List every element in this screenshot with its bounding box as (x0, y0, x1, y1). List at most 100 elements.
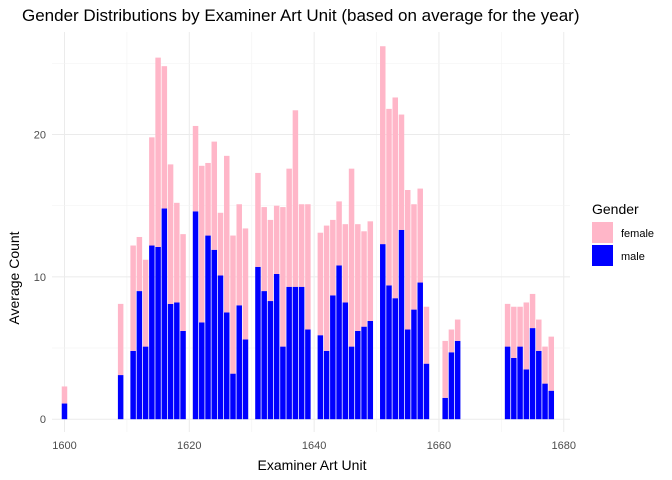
x-tick-label: 1620 (177, 440, 201, 452)
bar-male-1612 (136, 291, 143, 420)
bar-female-1644 (336, 201, 342, 266)
bar-male-1676 (536, 350, 542, 420)
bar-female-1609 (117, 303, 124, 376)
bar-female-1624 (211, 141, 218, 250)
bar-male-1661 (442, 397, 448, 420)
bar-male-1663 (454, 340, 461, 420)
bar-female-1678 (548, 336, 555, 391)
bar-female-1631 (255, 172, 261, 267)
bar-male-1648 (361, 326, 367, 420)
bar-male-1633 (267, 301, 274, 420)
bar-male-1656 (411, 309, 417, 420)
bar-female-1622 (199, 165, 205, 323)
legend-label-male: male (621, 251, 645, 263)
bar-female-1661 (442, 340, 448, 398)
bar-male-1635 (280, 346, 286, 420)
bar-female-1600 (61, 386, 68, 404)
bar-male-1673 (517, 346, 523, 420)
bar-female-1655 (404, 190, 411, 330)
legend-swatch-male (592, 245, 613, 266)
bar-female-1621 (192, 125, 199, 212)
y-tick-label: 20 (34, 129, 46, 141)
bar-male-1614 (149, 245, 155, 420)
bar-female-1623 (205, 162, 211, 236)
bar-female-1677 (542, 346, 548, 384)
x-tick-label: 1680 (552, 440, 576, 452)
bar-female-1656 (411, 204, 417, 310)
bar-female-1639 (305, 204, 311, 330)
bar-male-1646 (348, 346, 355, 420)
bar-male-1629 (242, 339, 249, 420)
bar-male-1645 (342, 302, 349, 420)
bar-male-1632 (261, 291, 267, 420)
bar-female-1615 (155, 57, 161, 247)
bar-male-1634 (273, 273, 280, 420)
bar-female-1658 (423, 306, 430, 364)
bar-female-1676 (536, 319, 542, 351)
bar-female-1642 (323, 225, 330, 351)
bar-male-1638 (298, 286, 305, 420)
y-axis-ticks: 0 10 20 (34, 129, 46, 426)
bar-male-1623 (205, 235, 211, 420)
grid (52, 32, 570, 432)
bar-female-1638 (298, 204, 305, 287)
x-tick-label: 1660 (427, 440, 451, 452)
bar-male-1678 (548, 390, 555, 420)
x-axis-title: Examiner Art Unit (258, 457, 367, 473)
bar-male-1672 (511, 357, 517, 420)
bar-female-1643 (330, 219, 336, 296)
bars (61, 46, 555, 420)
bar-female-1613 (142, 259, 149, 347)
bar-female-1627 (230, 235, 236, 374)
bar-male-1675 (529, 328, 536, 420)
bar-female-1674 (523, 302, 530, 370)
bar-male-1609 (117, 375, 124, 420)
bar-male-1652 (386, 285, 392, 420)
bar-female-1673 (517, 306, 523, 347)
bar-female-1629 (242, 228, 249, 340)
bar-female-1653 (392, 97, 398, 299)
x-axis-ticks: 1600 1620 1640 1660 1680 (52, 440, 576, 452)
bar-male-1655 (404, 329, 411, 420)
chart-title: Gender Distributions by Examiner Art Uni… (22, 6, 580, 25)
bar-male-1613 (142, 346, 149, 420)
bar-male-1658 (423, 363, 430, 420)
bar-female-1646 (348, 168, 355, 347)
bar-female-1617 (167, 164, 174, 304)
legend: Gender female male (592, 201, 654, 266)
bar-male-1631 (255, 266, 261, 420)
legend-swatch-female (592, 222, 613, 243)
bar-male-1677 (542, 383, 548, 420)
bar-female-1662 (448, 329, 455, 353)
bar-female-1647 (355, 224, 361, 331)
bar-male-1624 (211, 249, 218, 420)
bar-male-1636 (286, 286, 292, 420)
bar-male-1621 (192, 211, 199, 420)
bar-male-1671 (504, 346, 511, 420)
bar-female-1635 (280, 207, 286, 347)
bar-female-1637 (292, 110, 299, 287)
bar-female-1612 (136, 236, 143, 292)
bar-female-1652 (386, 108, 392, 286)
bar-female-1614 (149, 137, 155, 246)
bar-female-1616 (161, 66, 168, 209)
bar-male-1615 (155, 246, 161, 420)
bar-female-1657 (417, 188, 423, 283)
bar-male-1641 (317, 335, 324, 420)
bar-female-1633 (267, 219, 274, 302)
bar-male-1622 (199, 322, 205, 420)
bar-male-1600 (61, 403, 68, 420)
bar-female-1618 (174, 202, 180, 303)
bar-female-1671 (504, 303, 511, 347)
x-tick-label: 1640 (302, 440, 326, 452)
bar-male-1651 (380, 244, 386, 420)
bar-male-1627 (230, 373, 236, 420)
bar-male-1617 (167, 303, 174, 420)
bar-male-1618 (174, 302, 180, 420)
bar-female-1651 (380, 46, 386, 245)
bar-male-1642 (323, 350, 330, 420)
legend-title: Gender (592, 201, 639, 217)
bar-female-1632 (261, 207, 267, 292)
bar-female-1641 (317, 232, 324, 336)
